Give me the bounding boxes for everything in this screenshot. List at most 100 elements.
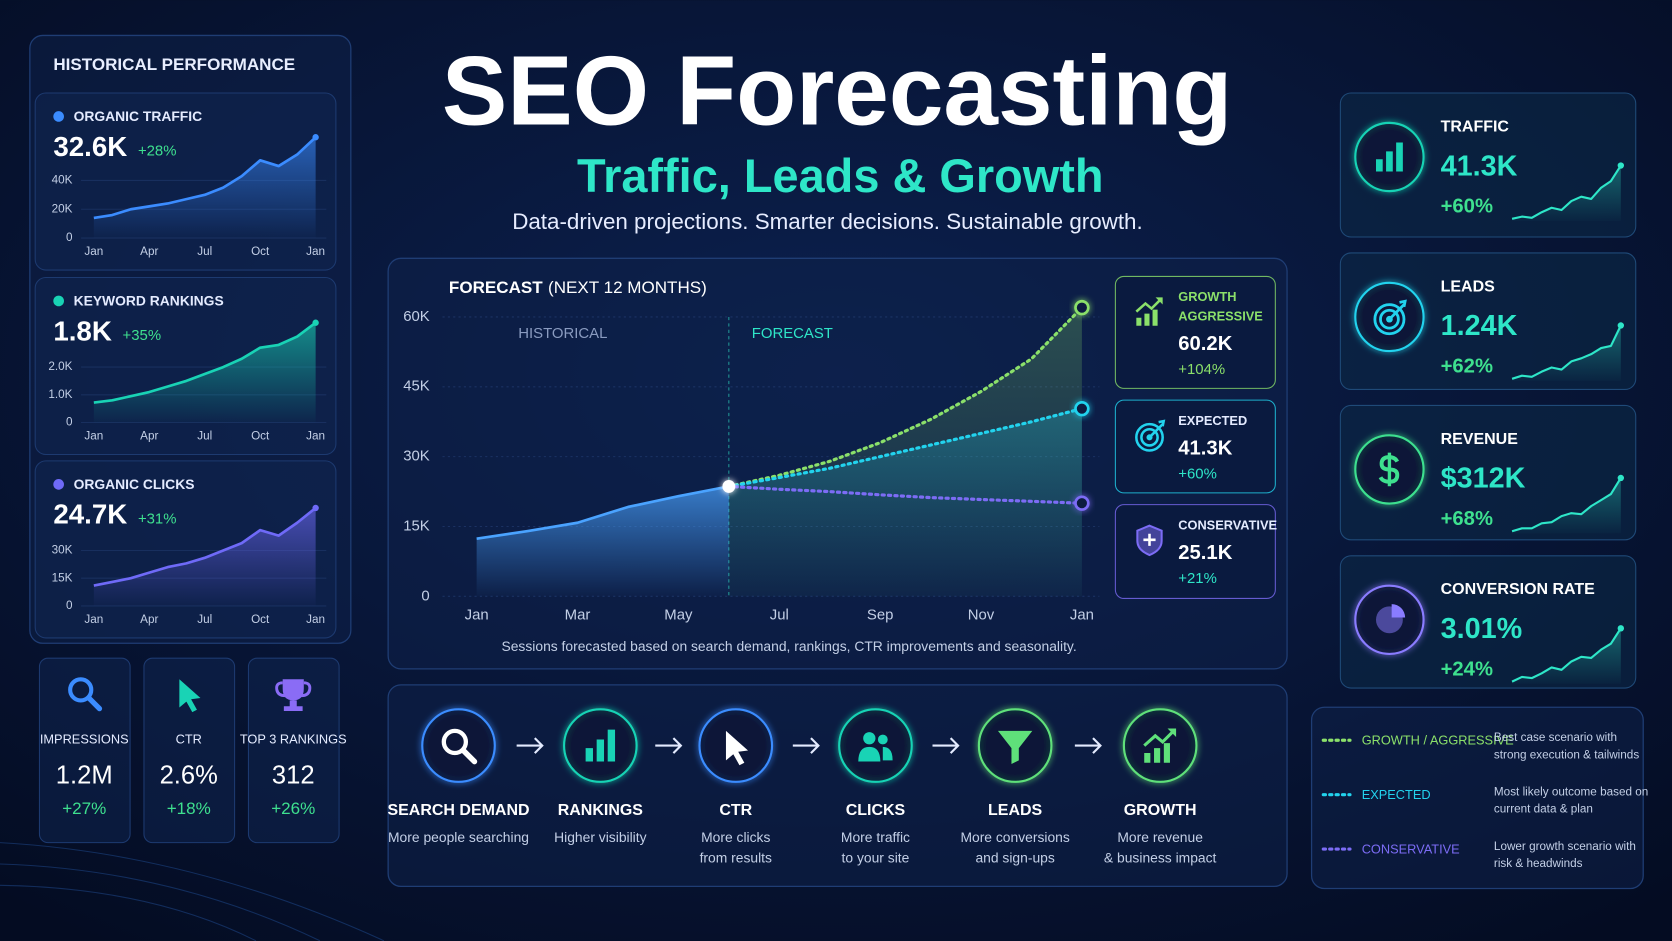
kpi-value: 1.24K <box>1441 310 1518 342</box>
kpi-change: +60% <box>1441 195 1493 217</box>
scenario-change: +21% <box>1178 570 1217 587</box>
icon-part <box>1155 297 1163 305</box>
icon-part <box>179 679 201 713</box>
y-tick-label: 30K <box>403 448 430 465</box>
icon <box>1375 142 1403 172</box>
x-tick-label: Apr <box>140 245 158 258</box>
icon-part <box>460 747 478 765</box>
x-tick-label: Jan <box>84 613 103 626</box>
step-text: Higher visibility <box>554 829 646 845</box>
step-title: GROWTH <box>1124 802 1197 819</box>
line <box>1511 627 1622 683</box>
end-dot <box>312 134 319 141</box>
step-text: and sign-ups <box>975 849 1054 865</box>
scenario-change: +60% <box>1178 466 1217 483</box>
legend-text: Best case scenario with <box>1494 731 1617 744</box>
icon <box>1373 299 1407 336</box>
metric-label: CTR <box>176 732 202 747</box>
x-tick-label: Jan <box>465 606 489 623</box>
arrow <box>1074 737 1102 754</box>
scenario-value: 41.3K <box>1178 438 1232 460</box>
scenario-value: 60.2K <box>1178 333 1232 355</box>
metric-value: 1.2M <box>56 761 113 789</box>
wave <box>0 884 257 941</box>
annotation: FORECAST <box>752 325 833 342</box>
annotation: HISTORICAL <box>518 325 607 342</box>
metric-change: +18% <box>167 799 211 818</box>
kpi-change: +24% <box>1441 658 1493 680</box>
y-tick-label: 20K <box>52 202 73 215</box>
y-tick-label: 15K <box>52 571 73 584</box>
icon <box>441 728 478 765</box>
end-dot <box>1617 625 1625 632</box>
step-text: & business impact <box>1104 849 1217 865</box>
icon <box>858 732 893 762</box>
chart-title: FORECAST (NEXT 12 MONTHS) <box>449 278 707 297</box>
step-title: RANKINGS <box>558 802 644 819</box>
metric-card <box>38 657 131 844</box>
x-tick-label: Jan <box>306 613 325 626</box>
legend-label: CONSERVATIVE <box>1362 841 1460 856</box>
icon-part <box>877 734 888 745</box>
wave <box>0 842 385 941</box>
icon <box>1378 452 1400 487</box>
kpi-card <box>1339 404 1637 541</box>
line <box>1511 477 1622 533</box>
scenario-label: GROWTH <box>1178 289 1236 304</box>
line <box>1511 164 1622 220</box>
y-tick-label: 30K <box>52 544 73 557</box>
y-tick-label: 40K <box>52 174 73 187</box>
card-change: +35% <box>123 327 162 344</box>
icon-circle <box>838 708 913 783</box>
x-tick-label: Oct <box>251 613 270 626</box>
icon-part <box>997 730 1033 765</box>
metric-label: TOP 3 RANKINGS <box>240 732 347 747</box>
kpi-card <box>1339 555 1637 689</box>
line <box>727 484 1084 505</box>
area <box>476 486 729 597</box>
icon-part <box>1375 142 1403 172</box>
metric-card <box>143 657 236 844</box>
panel-title: HISTORICAL PERFORMANCE <box>53 55 295 74</box>
panel <box>1310 706 1644 890</box>
icon-part <box>441 728 469 756</box>
icon <box>725 730 749 766</box>
step-text: More people searching <box>388 829 529 845</box>
icon <box>179 679 201 713</box>
x-tick-label: Oct <box>251 245 270 258</box>
line <box>93 506 317 587</box>
metric-card <box>247 657 340 844</box>
area <box>1512 628 1621 684</box>
icon-part <box>1143 728 1176 747</box>
end-marker <box>1074 299 1090 316</box>
card-value: 32.6K <box>53 131 127 162</box>
y-tick-label: 2.0K <box>48 360 72 373</box>
card-label: ORGANIC CLICKS <box>74 476 195 492</box>
legend-dot <box>53 295 64 307</box>
area <box>1512 165 1621 221</box>
scenario-label: CONSERVATIVE <box>1178 517 1277 532</box>
kpi-label: LEADS <box>1441 278 1496 295</box>
icon-part <box>858 746 893 762</box>
icon <box>68 677 103 712</box>
x-tick-label: Sep <box>867 606 894 623</box>
legend-label: GROWTH / AGGRESSIVE <box>1362 733 1514 748</box>
kpi-label: REVENUE <box>1441 431 1519 448</box>
scenario-value: 25.1K <box>1178 542 1232 564</box>
y-tick-label: 0 <box>66 231 73 244</box>
x-tick-label: Oct <box>251 429 270 442</box>
y-tick-label: 15K <box>403 517 430 534</box>
legend-text: Lower growth scenario with <box>1494 840 1636 853</box>
icon-part <box>282 679 304 711</box>
line <box>727 407 1084 488</box>
x-tick-label: Jul <box>197 429 212 442</box>
line <box>476 485 730 540</box>
icon <box>997 730 1033 765</box>
metric-value: 312 <box>272 761 315 789</box>
kpi-value: 41.3K <box>1441 150 1518 182</box>
x-tick-label: Jan <box>306 245 325 258</box>
icon-part <box>275 681 312 698</box>
x-tick-label: Jul <box>197 245 212 258</box>
